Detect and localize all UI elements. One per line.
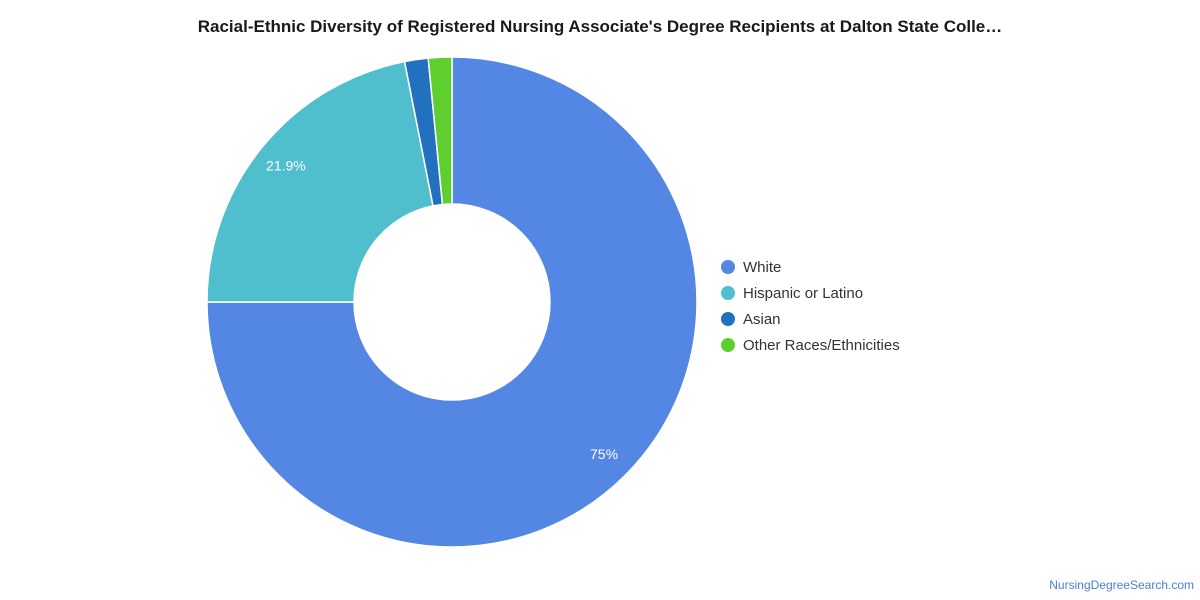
legend: White Hispanic or Latino Asian Other Races/… [721,254,900,358]
legend-item[interactable]: Other Races/Ethnicities [721,332,900,358]
legend-label: Asian [743,310,781,328]
legend-item[interactable]: Hispanic or Latino [721,280,900,306]
legend-swatch-icon [721,260,735,274]
source-watermark[interactable]: NursingDegreeSearch.com [1049,578,1194,592]
slice-data-label: 75% [590,446,618,462]
legend-item[interactable]: Asian [721,306,900,332]
legend-item[interactable]: White [721,254,900,280]
legend-label: Other Races/Ethnicities [743,336,900,354]
chart-title: Racial-Ethnic Diversity of Registered Nu… [197,17,1003,36]
slice-data-label: 21.9% [266,157,306,173]
legend-swatch-icon [721,338,735,352]
slice-other-races-ethnicities[interactable] [427,56,453,206]
legend-swatch-icon [721,312,735,326]
slice-white[interactable] [206,56,698,548]
legend-swatch-icon [721,286,735,300]
legend-label: White [743,258,782,276]
legend-label: Hispanic or Latino [743,284,864,302]
slice-hispanic-or-latino[interactable] [206,60,434,303]
